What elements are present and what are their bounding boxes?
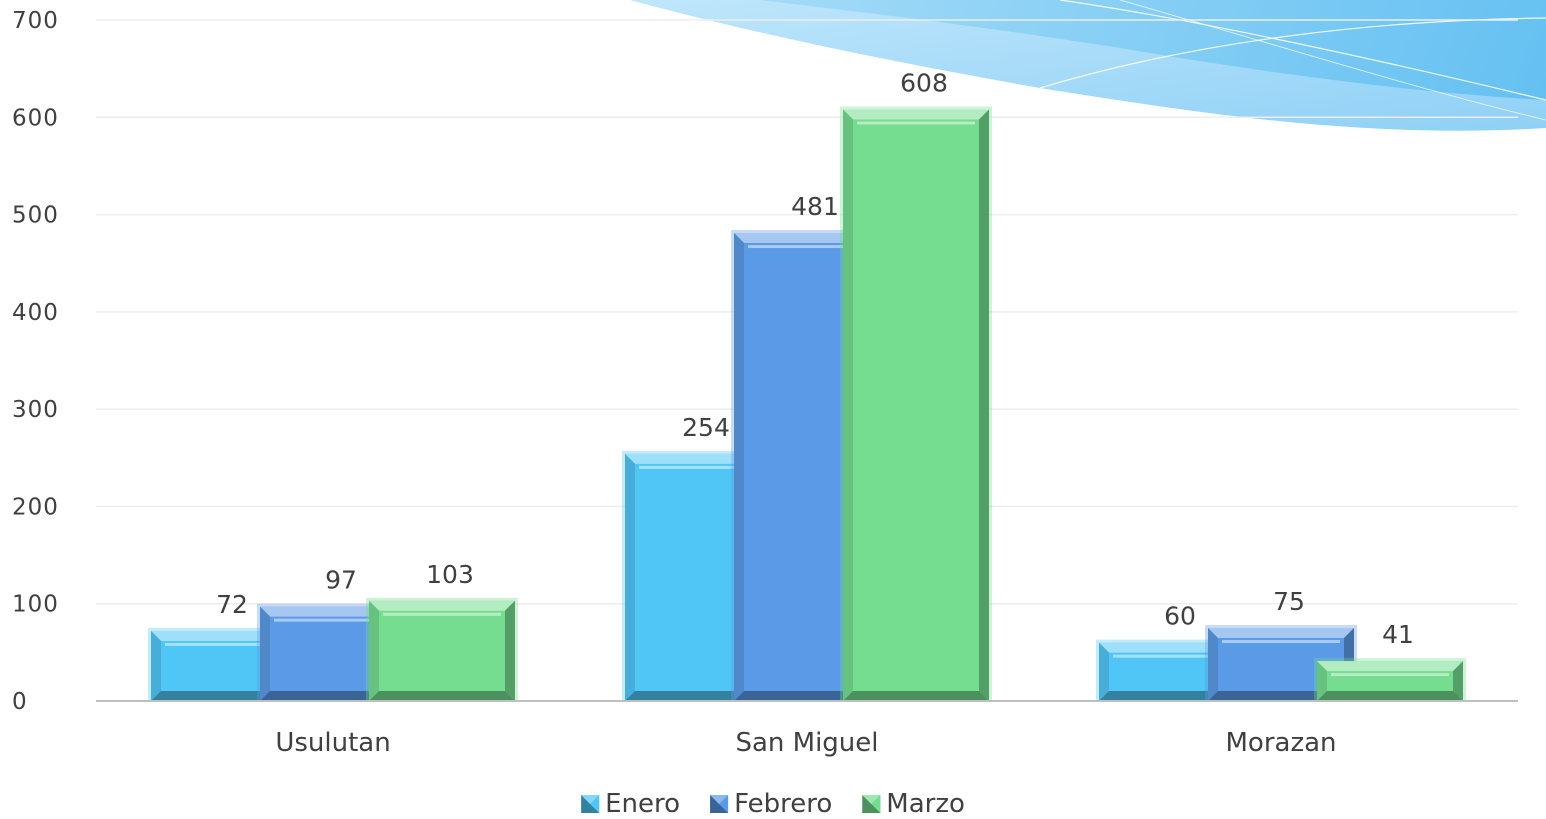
data-label: 41	[1382, 620, 1414, 649]
x-axis: Usulutan San Miguel Morazan	[275, 728, 1336, 758]
data-label: 75	[1273, 587, 1305, 616]
y-tick-label: 500	[12, 203, 59, 229]
y-tick-label: 600	[12, 105, 59, 131]
legend-swatch	[862, 795, 881, 813]
legend-label: Febrero	[734, 789, 832, 819]
data-label: 60	[1164, 602, 1196, 631]
x-tick-label: Usulutan	[275, 728, 390, 758]
y-tick-label: 400	[12, 300, 59, 326]
y-tick-label: 0	[12, 689, 28, 715]
legend-swatch	[710, 795, 729, 813]
bar-marzo-usulutan	[366, 597, 518, 701]
data-label: 481	[791, 192, 839, 221]
x-tick-label: San Miguel	[735, 728, 878, 758]
decorative-wave	[630, 0, 1546, 131]
y-axis: 0 100 200 300 400 500 600 700	[12, 8, 59, 715]
y-tick-label: 100	[12, 592, 59, 618]
bars	[148, 106, 1466, 701]
legend-item-febrero: Febrero	[710, 789, 832, 819]
x-tick-label: Morazan	[1225, 728, 1336, 758]
y-tick-label: 200	[12, 494, 59, 520]
legend-item-marzo: Marzo	[862, 789, 965, 819]
y-tick-label: 300	[12, 397, 59, 423]
data-label: 97	[325, 566, 357, 595]
legend: Enero Febrero Marzo	[581, 789, 965, 819]
data-label: 103	[426, 560, 474, 589]
legend-label: Marzo	[886, 789, 965, 819]
y-tick-label: 700	[12, 8, 59, 34]
data-label: 254	[682, 413, 730, 442]
legend-label: Enero	[605, 789, 680, 819]
legend-swatch	[581, 795, 600, 813]
bar-marzo-san-miguel	[840, 106, 992, 701]
bar-marzo-morazan	[1314, 658, 1466, 701]
legend-item-enero: Enero	[581, 789, 680, 819]
data-label: 608	[900, 69, 948, 98]
data-labels: 72 97 103 254 481 608 60 75 41	[216, 69, 1414, 650]
data-label: 72	[216, 590, 248, 619]
